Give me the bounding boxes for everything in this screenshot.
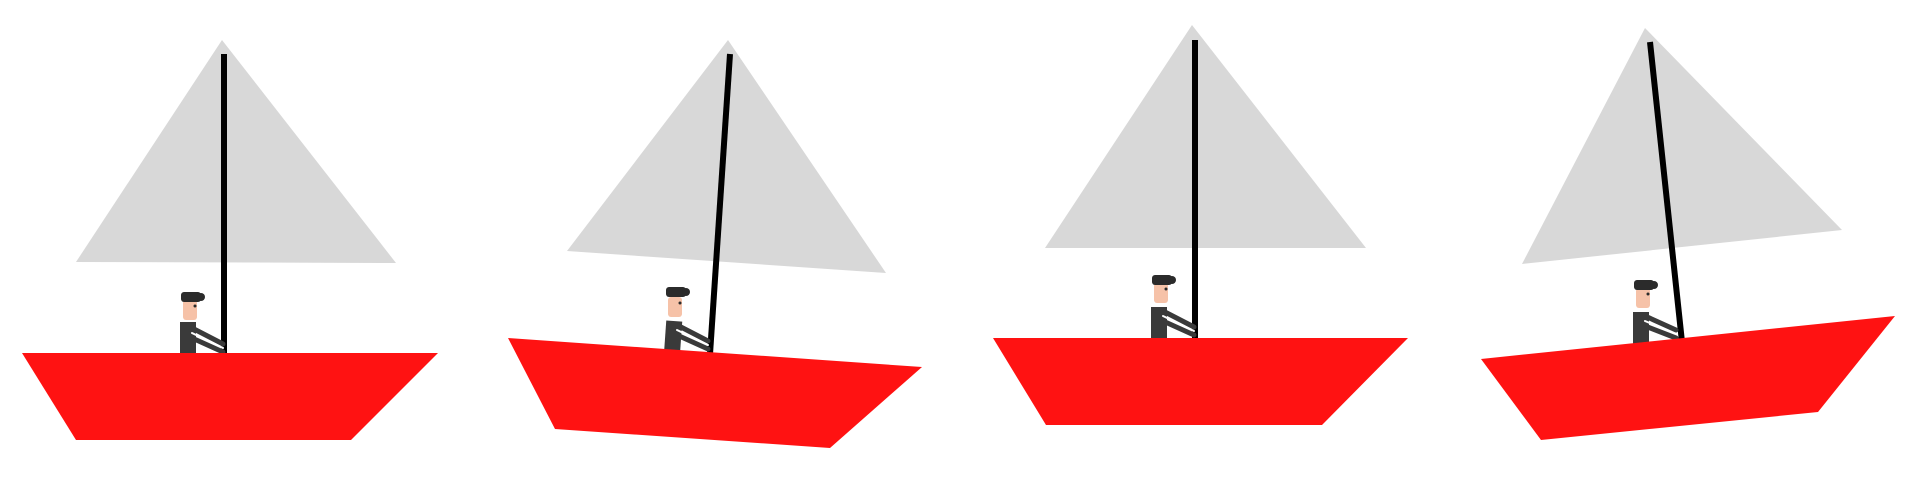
- mast-icon: [707, 53, 733, 355]
- sailboat-2-tilted-left: [508, 40, 922, 448]
- sail-icon: [567, 40, 886, 273]
- sailor-icon: [1633, 280, 1679, 344]
- hull: [1481, 316, 1895, 440]
- sailboat-4-tilted-right: [1481, 28, 1895, 440]
- hull: [22, 353, 438, 440]
- sailor-icon: [663, 287, 711, 360]
- sailboat-3-upright: [993, 25, 1408, 425]
- sail-icon: [1522, 28, 1842, 264]
- sailboat-1-upright: [22, 40, 438, 440]
- hull: [993, 338, 1408, 425]
- sail-icon: [76, 40, 396, 263]
- mast-icon: [1647, 41, 1685, 343]
- hull: [508, 338, 922, 448]
- sailor-icon: [1151, 275, 1197, 341]
- sail-icon: [1045, 25, 1366, 248]
